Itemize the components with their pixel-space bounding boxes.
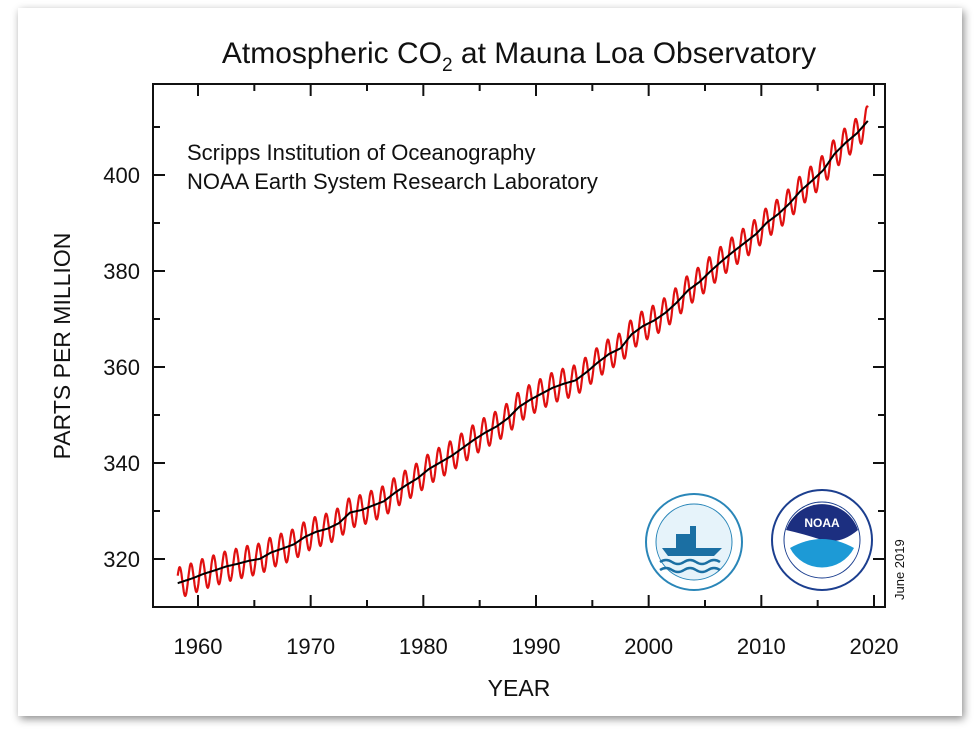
x-tick-label: 2010 [737, 634, 786, 659]
date-note: June 2019 [892, 539, 907, 600]
y-tick-labels: 320 340 360 380 400 [103, 163, 140, 572]
axis-ticks [153, 84, 885, 607]
y-tick-label: 380 [103, 259, 140, 284]
annotation-noaa: NOAA Earth System Research Laboratory [187, 169, 598, 194]
y-tick-label: 320 [103, 547, 140, 572]
y-axis-label: PARTS PER MILLION [49, 233, 75, 460]
y-tick-label: 400 [103, 163, 140, 188]
x-tick-label: 2000 [624, 634, 673, 659]
x-axis-label: YEAR [488, 675, 551, 701]
series-group [176, 105, 869, 598]
annotation-scripps: Scripps Institution of Oceanography [187, 140, 536, 165]
plot-frame [152, 83, 886, 608]
x-tick-label: 1990 [512, 634, 561, 659]
x-tick-labels: 1960 1970 1980 1990 2000 2010 2020 [174, 634, 899, 659]
monthly-co2-line [176, 105, 869, 598]
seasonally-corrected-line [177, 120, 869, 585]
y-tick-label: 360 [103, 355, 140, 380]
svg-text:NOAA: NOAA [804, 516, 840, 530]
x-tick-label: 1980 [399, 634, 448, 659]
x-tick-label: 2020 [850, 634, 899, 659]
chart-title: Atmospheric CO2 at Mauna Loa Observatory [222, 37, 816, 76]
x-tick-label: 1960 [174, 634, 223, 659]
y-tick-label: 340 [103, 451, 140, 476]
scripps-logo [645, 493, 743, 591]
x-tick-label: 1970 [286, 634, 335, 659]
chart-card [18, 8, 962, 716]
noaa-logo: NOAA [771, 489, 873, 591]
